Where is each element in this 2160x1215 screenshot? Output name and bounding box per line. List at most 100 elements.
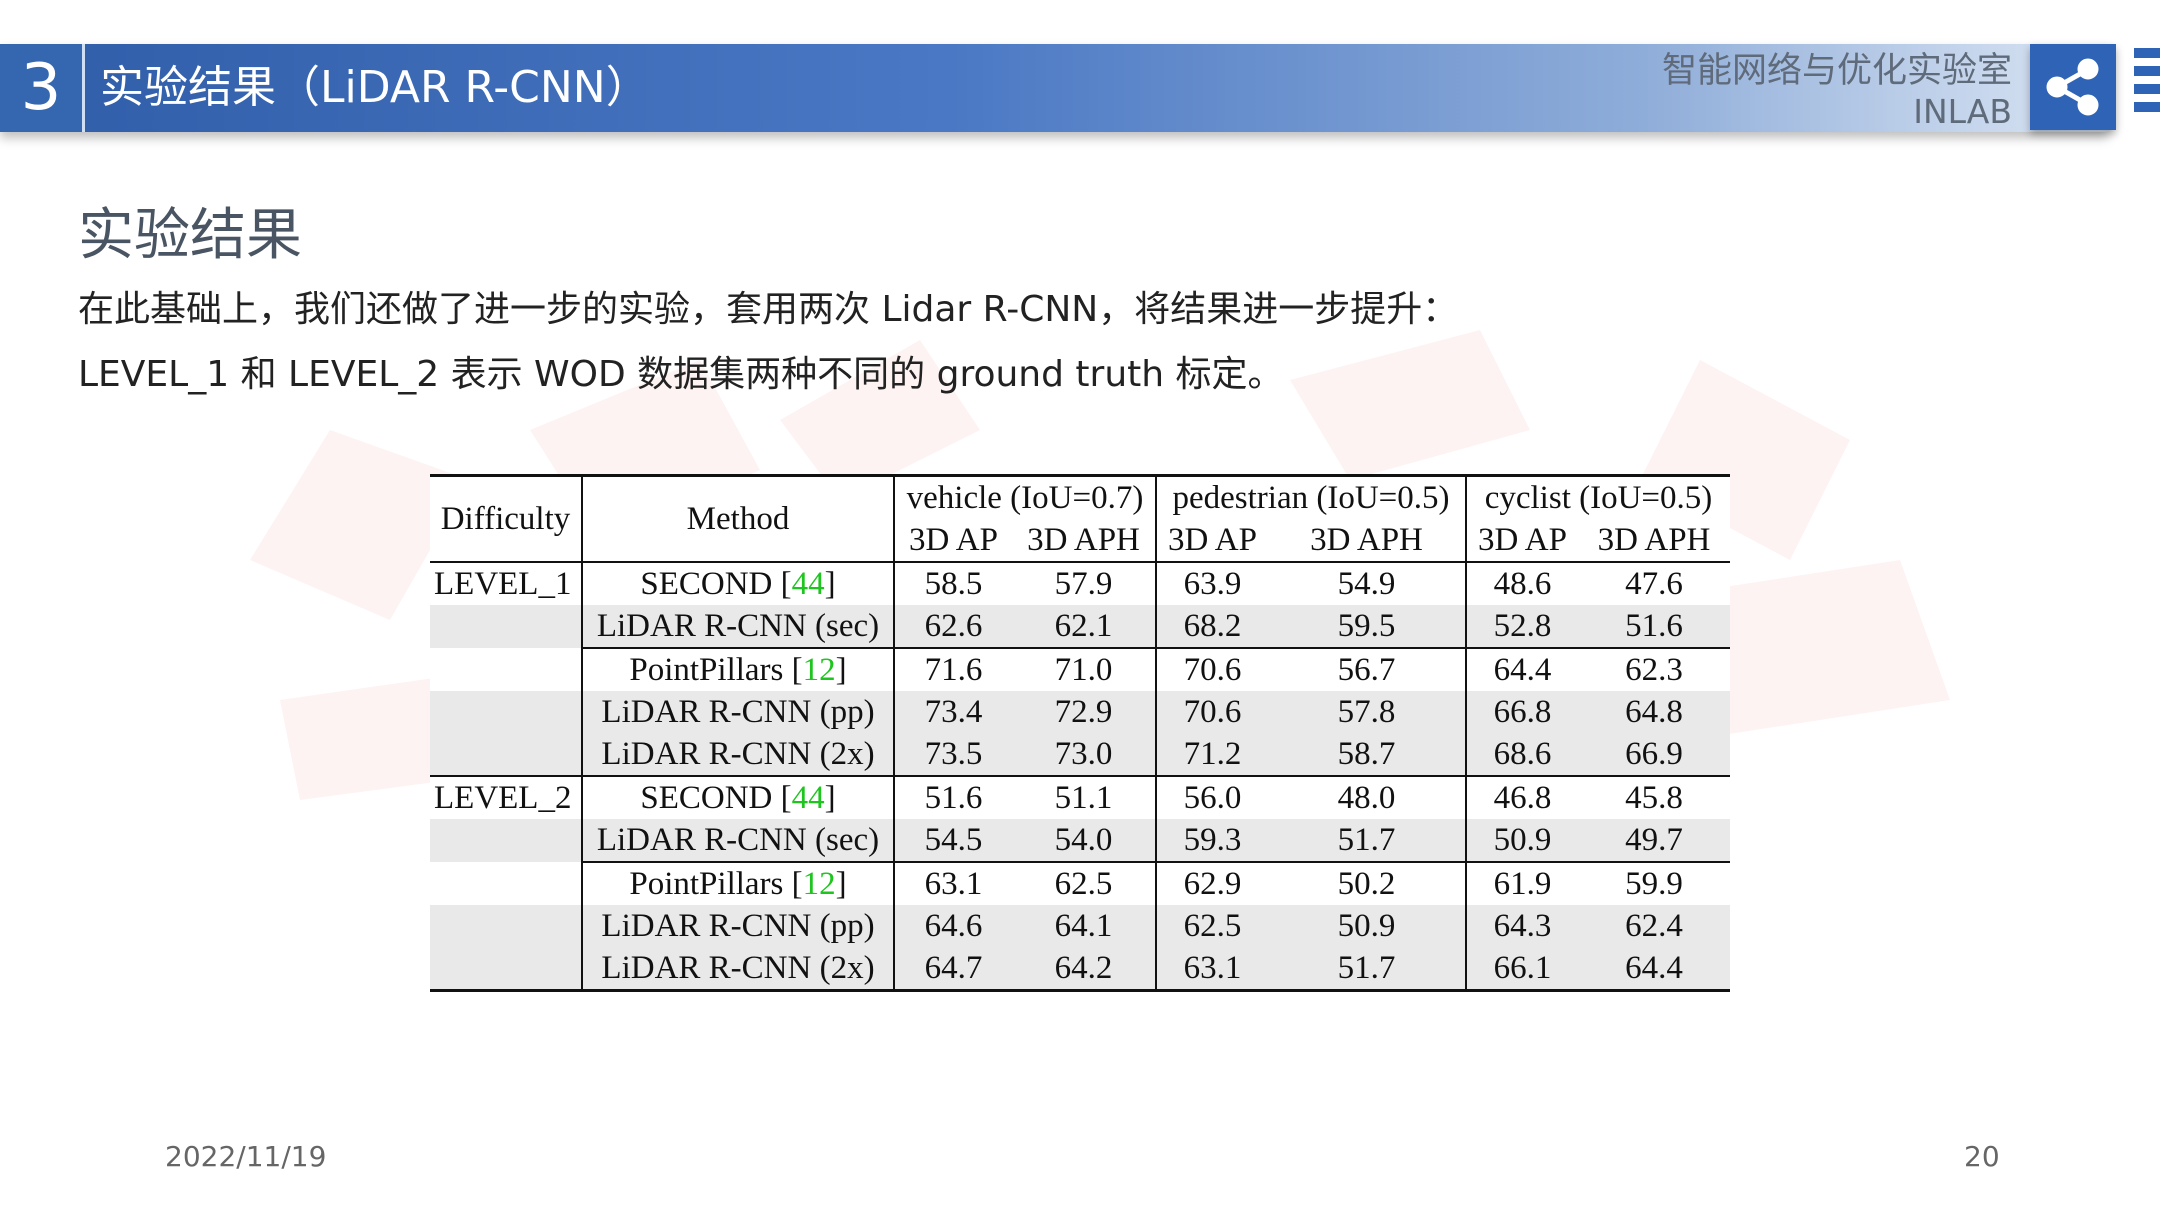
method-name: LiDAR R-CNN (2x)	[601, 949, 875, 986]
header-cyclist-ap: 3D AP	[1465, 519, 1578, 562]
table-row: LEVEL_1 SECOND [44] 58.5 57.9 63.9 54.9 48.6 47…	[430, 561, 1730, 605]
header-vehicle-aph: 3D APH	[1027, 521, 1140, 558]
value-cell: 64.6	[893, 905, 1012, 947]
section-number: 3	[0, 44, 85, 132]
method-name: LiDAR R-CNN (pp)	[601, 693, 875, 730]
value-cell: 59.3	[1155, 819, 1268, 862]
value-cell: 51.6	[893, 775, 1012, 819]
table-row: LiDAR R-CNN (sec) 54.5 54.0 59.3 51.7 50.9 49.…	[430, 819, 1730, 862]
header-pedestrian-ap: 3D AP	[1155, 519, 1268, 562]
table-row: LiDAR R-CNN (2x) 64.7 64.2 63.1 51.7 66.1 64.4	[430, 947, 1730, 992]
method-name: LiDAR R-CNN (sec)	[596, 821, 880, 858]
method-name: SECOND [	[640, 565, 792, 602]
page-number: 20	[1964, 1140, 2000, 1173]
value-cell: 51.7	[1268, 947, 1466, 992]
method-name: PointPillars [	[629, 651, 803, 688]
value-cell: 46.8	[1465, 775, 1578, 819]
method-cell: LiDAR R-CNN (pp)	[581, 905, 894, 947]
difficulty-cell	[430, 947, 582, 992]
value-cell: 66.9	[1578, 733, 1730, 776]
table-row: LiDAR R-CNN (sec) 62.6 62.1 68.2 59.5 52.8 51.…	[430, 605, 1730, 648]
value-cell: 70.6	[1155, 691, 1268, 733]
method-name: LiDAR R-CNN (sec)	[596, 607, 880, 644]
page-heading: 实验结果	[78, 203, 302, 268]
value-cell: 59.9	[1578, 861, 1730, 905]
value-cell: 51.7	[1268, 819, 1466, 862]
value-cell: 73.5	[893, 733, 1012, 776]
table-row: LiDAR R-CNN (pp) 64.6 64.1 62.5 50.9 64.3 62.4	[430, 905, 1730, 947]
value-cell: 71.6	[893, 647, 1012, 691]
method-name: LiDAR R-CNN (2x)	[601, 735, 875, 772]
value-cell: 64.2	[1012, 947, 1156, 992]
value-cell: 64.8	[1578, 691, 1730, 733]
difficulty-cell	[430, 819, 582, 862]
value-cell: 68.6	[1465, 733, 1578, 776]
difficulty-cell: LEVEL_2	[430, 775, 582, 819]
value-cell: 72.9	[1012, 691, 1156, 733]
results-table: Difficulty Method vehicle (IoU=0.7) pede…	[430, 474, 1730, 992]
citation-link[interactable]: 44	[791, 779, 825, 816]
value-cell: 71.2	[1155, 733, 1268, 776]
header-difficulty: Difficulty	[430, 474, 582, 562]
method-cell: LiDAR R-CNN (2x)	[581, 733, 894, 776]
lab-name-en: INLAB	[1913, 92, 2012, 131]
value-cell: 66.1	[1465, 947, 1578, 992]
value-cell: 63.1	[893, 861, 1012, 905]
share-button[interactable]	[2030, 44, 2116, 130]
value-cell: 63.1	[1155, 947, 1268, 992]
value-cell: 57.9	[1012, 561, 1156, 605]
citation-bracket: ]	[835, 865, 847, 902]
difficulty-cell	[430, 648, 582, 691]
citation-link[interactable]: 12	[802, 865, 836, 902]
value-cell: 56.0	[1155, 775, 1268, 819]
method-cell: SECOND [44]	[581, 775, 894, 819]
method-cell: PointPillars [12]	[581, 861, 894, 905]
value-cell: 62.6	[893, 605, 1012, 648]
value-cell: 64.3	[1465, 905, 1578, 947]
value-cell: 64.1	[1012, 905, 1156, 947]
value-cell: 56.7	[1268, 647, 1466, 691]
lab-name-cn: 智能网络与优化实验室	[1661, 51, 2012, 91]
method-cell: LiDAR R-CNN (2x)	[581, 947, 894, 992]
value-cell: 59.5	[1268, 605, 1466, 648]
value-cell: 51.6	[1578, 605, 1730, 648]
table-row: LiDAR R-CNN (pp) 73.4 72.9 70.6 57.8 66.8 64.8	[430, 691, 1730, 733]
value-cell: 62.9	[1155, 861, 1268, 905]
value-cell: 64.7	[893, 947, 1012, 992]
table-row: PointPillars [12] 71.6 71.0 70.6 56.7 64.4 62.…	[430, 647, 1730, 691]
citation-link[interactable]: 12	[802, 651, 836, 688]
citation-link[interactable]: 44	[791, 565, 825, 602]
method-cell: LiDAR R-CNN (sec)	[581, 605, 894, 648]
value-cell: 50.9	[1465, 819, 1578, 862]
value-cell: 68.2	[1155, 605, 1268, 648]
value-cell: 62.1	[1012, 605, 1156, 648]
value-cell: 61.9	[1465, 861, 1578, 905]
header-pedestrian-aph: 3D APH	[1310, 521, 1423, 558]
header-cyclist-aph: 3D APH	[1597, 521, 1711, 558]
value-cell: 52.8	[1465, 605, 1578, 648]
value-cell: 47.6	[1578, 561, 1730, 605]
value-cell: 58.7	[1268, 733, 1466, 776]
value-cell: 66.8	[1465, 691, 1578, 733]
value-cell: 71.0	[1012, 647, 1156, 691]
value-cell: 62.5	[1012, 861, 1156, 905]
share-icon	[2046, 58, 2099, 116]
method-name: LiDAR R-CNN (pp)	[601, 907, 875, 944]
value-cell: 48.0	[1268, 775, 1466, 819]
difficulty-cell: LEVEL_1	[430, 561, 582, 605]
value-cell: 73.0	[1012, 733, 1156, 776]
header-method: Method	[581, 474, 894, 562]
footer-date: 2022/11/19	[165, 1140, 327, 1173]
value-cell: 62.5	[1155, 905, 1268, 947]
value-cell: 70.6	[1155, 647, 1268, 691]
method-cell: PointPillars [12]	[581, 647, 894, 691]
value-cell: 62.3	[1578, 647, 1730, 691]
value-cell: 62.4	[1578, 905, 1730, 947]
edge-menu-tab[interactable]	[2134, 48, 2160, 132]
lab-name: 智能网络与优化实验室 INLAB	[1662, 50, 2012, 132]
value-cell: 73.4	[893, 691, 1012, 733]
value-cell: 49.7	[1578, 819, 1730, 862]
value-cell: 64.4	[1465, 647, 1578, 691]
header-pedestrian: pedestrian (IoU=0.5)	[1155, 474, 1466, 519]
value-cell: 63.9	[1155, 561, 1268, 605]
